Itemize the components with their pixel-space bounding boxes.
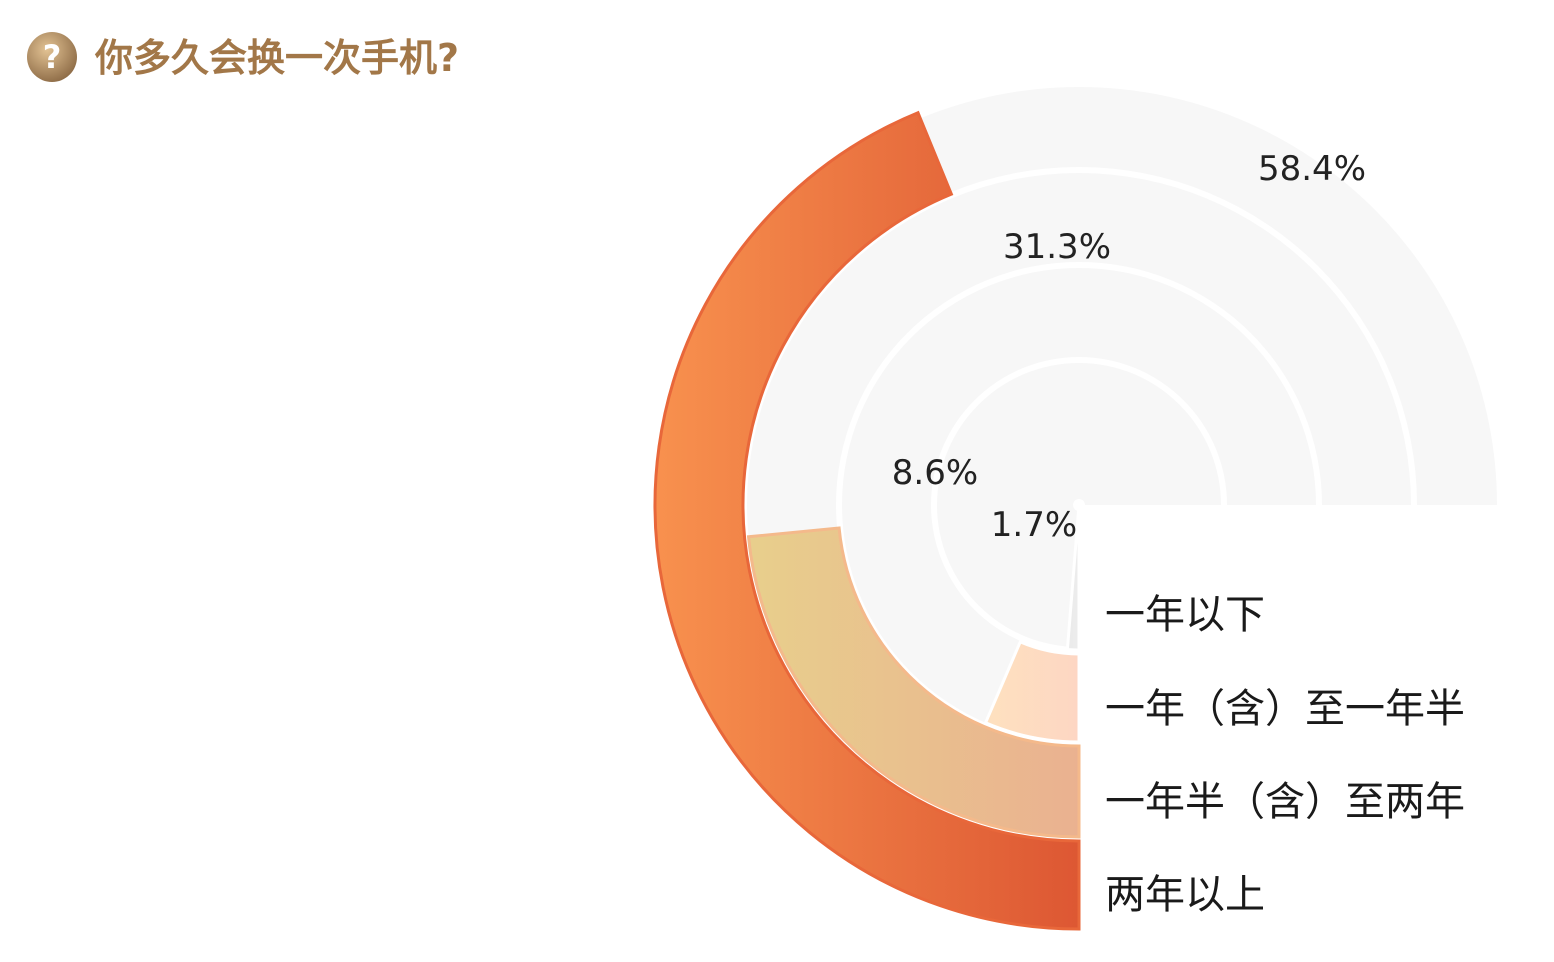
category-label-1: 一年以下 — [1105, 592, 1265, 638]
value-label-2: 8.6% — [892, 453, 978, 493]
bar-2 — [983, 639, 1081, 744]
track-ring-1 — [937, 363, 1221, 647]
ring-bars — [653, 110, 1081, 931]
ring-tracks — [661, 87, 1497, 923]
svg-text:?: ? — [43, 38, 62, 76]
category-label-4: 两年以上 — [1105, 872, 1265, 918]
category-label-3: 一年半（含）至两年 — [1105, 779, 1465, 825]
chart-title-group: ? 你多久会换一次手机? — [27, 32, 459, 82]
chart-title: 你多久会换一次手机? — [94, 36, 459, 80]
question-circle-icon: ? — [27, 32, 77, 82]
value-label-3: 31.3% — [1003, 227, 1111, 267]
bar-3 — [746, 526, 1081, 839]
category-label-2: 一年（含）至一年半 — [1105, 686, 1465, 732]
bar-1 — [1065, 504, 1081, 652]
track-ring-2 — [842, 268, 1316, 742]
value-label-1: 1.7% — [991, 505, 1077, 545]
bar-4 — [653, 110, 1081, 931]
value-label-4: 58.4% — [1258, 149, 1366, 189]
value-labels: 1.7% 8.6% 31.3% 58.4% — [892, 149, 1366, 545]
